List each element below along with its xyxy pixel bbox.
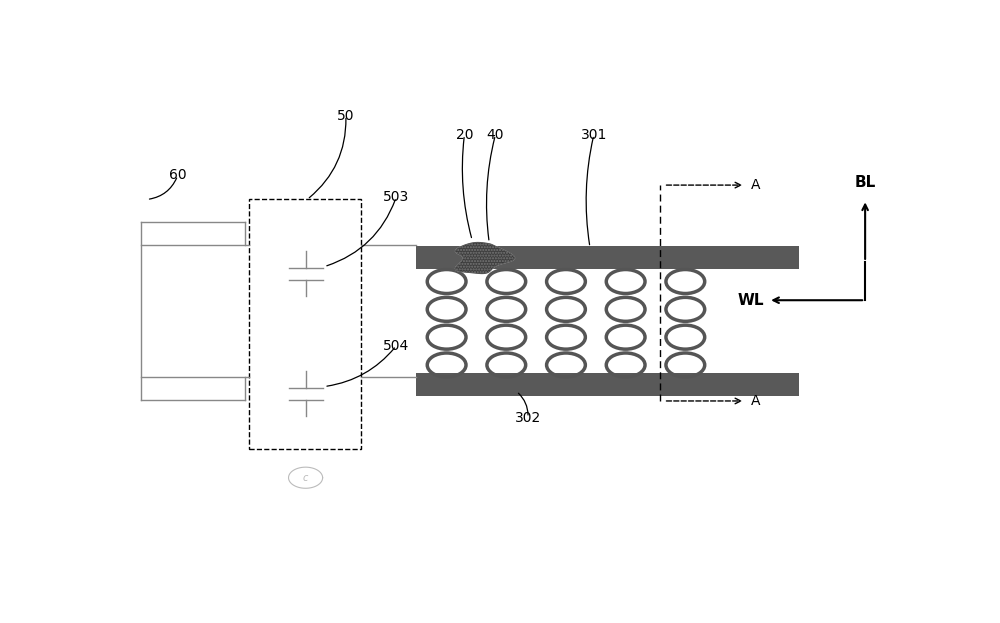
Text: 60: 60 — [169, 168, 187, 183]
Text: c: c — [303, 473, 308, 483]
Text: 302: 302 — [515, 411, 541, 425]
Text: 20: 20 — [456, 128, 473, 141]
Bar — [416, 246, 799, 269]
Polygon shape — [456, 242, 514, 273]
Text: A: A — [751, 394, 761, 408]
Polygon shape — [456, 242, 514, 273]
Text: 503: 503 — [383, 190, 409, 204]
Bar — [416, 373, 799, 396]
Text: WL: WL — [738, 293, 764, 308]
Text: 301: 301 — [581, 128, 607, 141]
Text: 40: 40 — [487, 128, 504, 141]
Bar — [249, 199, 361, 449]
Text: 504: 504 — [383, 339, 409, 353]
Text: A: A — [751, 178, 761, 192]
Text: 50: 50 — [337, 108, 355, 123]
Text: BL: BL — [854, 175, 876, 190]
